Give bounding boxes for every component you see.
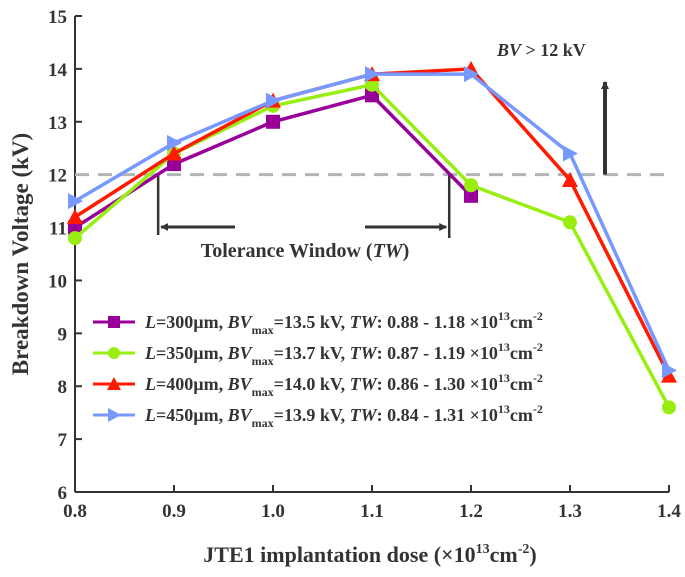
y-tick-label: 7	[58, 430, 68, 451]
legend-text-part: =13.5 kV,	[274, 312, 350, 332]
x-tick-label: 0.8	[63, 501, 87, 522]
legend-text-part: =450µm,	[156, 405, 228, 425]
x-tick-label: 1.3	[558, 501, 582, 522]
legend-text-part: cm	[510, 343, 533, 363]
series-L=450µm	[68, 66, 677, 379]
legend-text-part: -2	[533, 402, 543, 416]
legend-text-part: 13	[498, 340, 510, 354]
legend-text-part: L	[144, 405, 156, 425]
legend-label: L=400µm, BVmax=14.0 kV, TW: 0.86 - 1.30 …	[144, 371, 543, 399]
legend-entry: L=350µm, BVmax=13.7 kV, TW: 0.87 - 1.19 …	[93, 340, 543, 368]
legend-text-part: -2	[533, 371, 543, 385]
x-tick-label: 0.9	[162, 501, 186, 522]
legend-text-part: =400µm,	[156, 374, 228, 394]
marker-triangle-right	[108, 408, 121, 422]
marker-triangle-up	[107, 377, 121, 390]
legend-text-part: BV	[227, 343, 254, 363]
legend-text-part: TW	[350, 312, 379, 332]
marker-circle	[464, 178, 478, 193]
marker-square	[108, 316, 120, 328]
x-axis-label: JTE1 implantation dose (×1013cm-2)	[203, 542, 536, 567]
legend-text-part: TW	[350, 405, 379, 425]
y-tick-label: 13	[48, 113, 67, 134]
legend-entry: L=450µm, BVmax=13.9 kV, TW: 0.84 - 1.31 …	[93, 402, 543, 430]
legend-text-part: L	[144, 343, 156, 363]
legend-text-part: BV	[227, 374, 254, 394]
marker-triangle-up	[166, 145, 182, 161]
legend-text-part: cm	[510, 374, 533, 394]
legend-text-part: BV	[227, 405, 254, 425]
legend-text-part: TW	[350, 374, 379, 394]
legend-text-part: max	[252, 385, 274, 399]
marker-square	[266, 114, 280, 129]
marker-triangle-up	[661, 367, 677, 383]
marker-triangle-right	[266, 92, 281, 109]
y-tick-label: 10	[48, 271, 67, 292]
marker-circle	[68, 231, 82, 246]
legend-text-part: TW	[350, 343, 379, 363]
legend-text-part: : 0.88 - 1.18 ×10	[377, 312, 498, 332]
y-tick-label: 15	[48, 7, 67, 28]
legend-text-part: =13.7 kV,	[274, 343, 350, 363]
legend-text-part: max	[252, 354, 274, 368]
legend-text-part: -2	[533, 309, 543, 323]
legend-text-part: max	[252, 416, 274, 430]
marker-circle	[108, 347, 120, 359]
marker-triangle-right	[662, 362, 677, 379]
legend-text-part: 13	[498, 371, 510, 385]
legend-text-part: L	[144, 374, 156, 394]
legend-text-part: : 0.84 - 1.31 ×10	[377, 405, 498, 425]
legend-text-part: =350µm,	[156, 343, 228, 363]
bv-threshold-label: BV > 12 kV	[496, 40, 586, 60]
y-tick-label: 8	[58, 377, 68, 398]
x-tick-label: 1.2	[459, 501, 483, 522]
marker-triangle-right	[167, 134, 182, 151]
series-L=300µm	[68, 88, 478, 235]
y-tick-label: 11	[49, 219, 67, 240]
marker-triangle-right	[563, 145, 578, 162]
legend-text-part: 13	[498, 402, 510, 416]
marker-triangle-right	[464, 66, 479, 83]
marker-square	[365, 88, 379, 103]
legend-text-part: : 0.86 - 1.30 ×10	[377, 374, 498, 394]
legend-text-part: 13	[498, 309, 510, 323]
y-tick-label: 9	[58, 324, 68, 345]
y-tick-label: 6	[58, 483, 68, 504]
marker-square	[68, 220, 82, 235]
legend-text-part: BV	[227, 312, 254, 332]
marker-triangle-right	[68, 193, 83, 210]
legend-text-part: -2	[533, 340, 543, 354]
y-axis-label: Breakdown Voltage (kV)	[8, 133, 33, 375]
y-tick-label: 12	[48, 166, 67, 187]
legend-entry: L=300µm, BVmax=13.5 kV, TW: 0.88 - 1.18 …	[93, 309, 543, 337]
legend-text-part: L	[144, 312, 156, 332]
legend-label: L=300µm, BVmax=13.5 kV, TW: 0.88 - 1.18 …	[144, 309, 543, 337]
legend-text-part: max	[252, 323, 274, 337]
marker-circle	[563, 215, 577, 230]
marker-triangle-up	[562, 171, 578, 187]
legend-text-part: cm	[510, 405, 533, 425]
legend-text-part: =300µm,	[156, 312, 228, 332]
legend-text-part: =13.9 kV,	[274, 405, 350, 425]
x-tick-label: 1.1	[360, 501, 384, 522]
marker-square	[464, 188, 478, 203]
y-tick-label: 14	[48, 60, 68, 81]
marker-circle	[662, 400, 676, 415]
tolerance-window-label: Tolerance Window (TW)	[201, 240, 410, 262]
legend-text-part: =14.0 kV,	[274, 374, 350, 394]
legend-entry: L=400µm, BVmax=14.0 kV, TW: 0.86 - 1.30 …	[93, 371, 543, 399]
x-tick-label: 1.0	[261, 501, 285, 522]
legend-label: L=450µm, BVmax=13.9 kV, TW: 0.84 - 1.31 …	[144, 402, 543, 430]
marker-triangle-up	[67, 208, 83, 224]
x-tick-label: 1.4	[657, 501, 681, 522]
marker-triangle-right	[365, 66, 380, 83]
legend-label: L=350µm, BVmax=13.7 kV, TW: 0.87 - 1.19 …	[144, 340, 543, 368]
legend-text-part: : 0.87 - 1.19 ×10	[377, 343, 498, 363]
marker-circle	[365, 77, 379, 92]
marker-square	[167, 157, 181, 172]
legend-text-part: cm	[510, 312, 533, 332]
